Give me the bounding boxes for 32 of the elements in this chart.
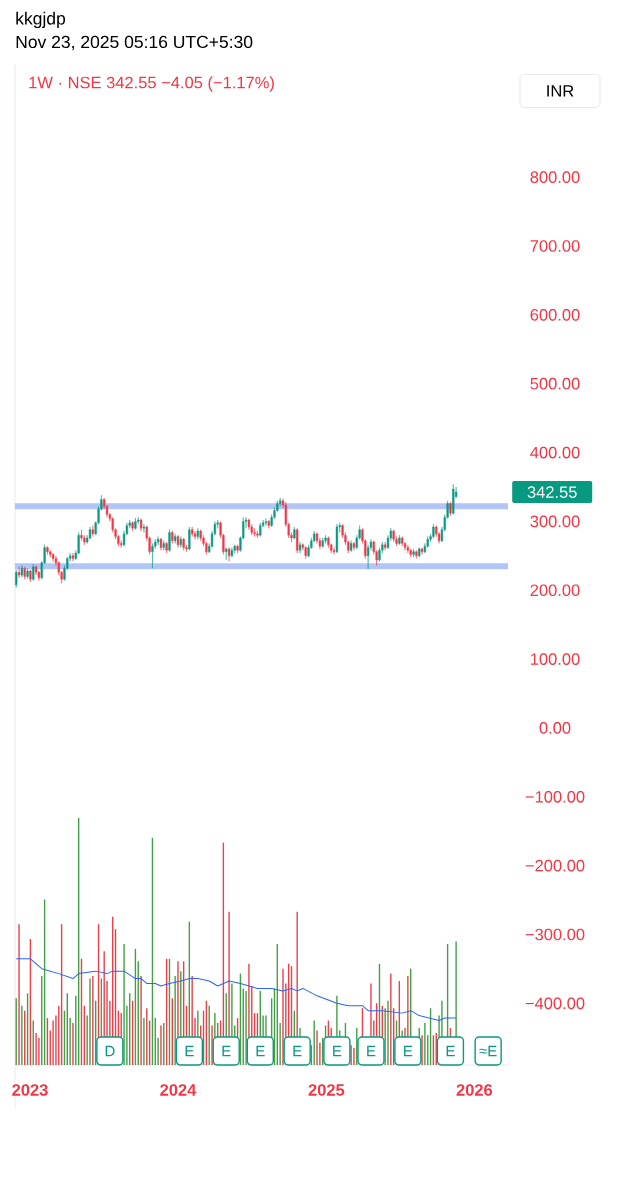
annotation: D <box>105 1045 115 1057</box>
text: kkgjdp <box>16 11 66 29</box>
y-tick-label: 300.00 <box>530 515 580 528</box>
y-tick-label: −400.00 <box>525 997 585 1010</box>
y-tick-label: 600.00 <box>530 309 580 321</box>
x-tick-label: 2026 <box>456 1084 493 1096</box>
annotation: E <box>256 1045 265 1057</box>
annotation: E <box>333 1045 342 1057</box>
y-tick-label: 800.00 <box>530 171 580 184</box>
annotation: E <box>185 1045 194 1057</box>
y-tick-label: 100.00 <box>531 653 580 665</box>
y-tick-label: 500.00 <box>530 377 580 390</box>
annotation: ≈E <box>479 1045 497 1057</box>
y-tick-label: −300.00 <box>525 928 585 941</box>
x-tick-label: 2025 <box>308 1084 345 1096</box>
text: 342.55 <box>527 486 577 498</box>
annotation: E <box>367 1045 376 1057</box>
annotation: E <box>446 1045 455 1057</box>
y-tick-label: 0.00 <box>539 722 571 734</box>
annotation: E <box>404 1045 413 1057</box>
annotation: E <box>293 1045 302 1057</box>
y-tick-label: 200.00 <box>530 584 580 597</box>
annotation: E <box>222 1045 231 1057</box>
text: Nov 23, 2025 05:16 UTC+5:30 <box>16 35 253 51</box>
y-tick-label: 400.00 <box>530 446 580 459</box>
y-axis-title: INR <box>547 85 574 97</box>
x-tick-label: 2023 <box>12 1084 48 1096</box>
y-tick-label: −200.00 <box>525 859 585 872</box>
x-tick-label: 2024 <box>160 1084 197 1096</box>
y-tick-label: −100.00 <box>525 790 585 803</box>
text: 1W · NSE 342.55 −4.05 (−1.17%) <box>29 76 274 92</box>
y-tick-label: 700.00 <box>530 240 580 252</box>
